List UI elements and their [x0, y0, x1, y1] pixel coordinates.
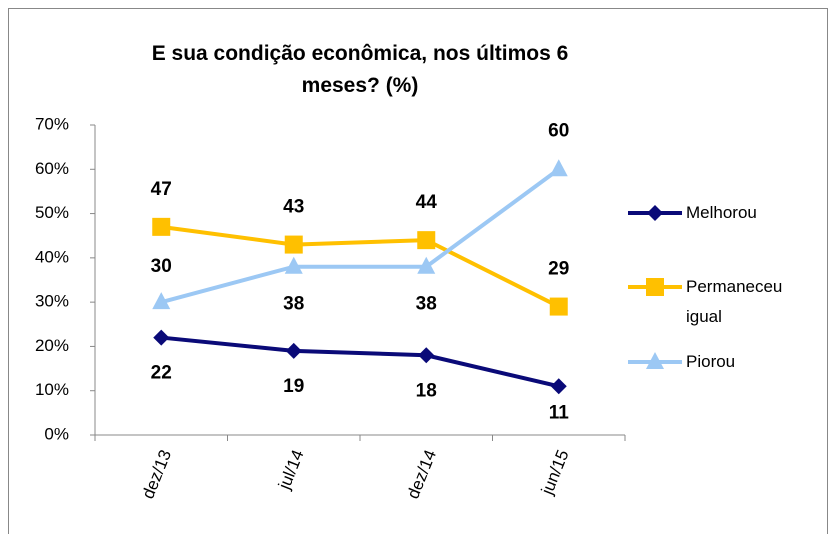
- series-line: [160, 224, 560, 309]
- x-tick-label: dez/13: [138, 447, 175, 501]
- marker: [284, 235, 303, 254]
- y-tick-label: 70%: [35, 114, 69, 133]
- data-label: 38: [416, 294, 437, 315]
- data-label: 47: [151, 179, 172, 200]
- y-tick-label: 40%: [35, 247, 69, 266]
- data-label: 19: [283, 376, 304, 397]
- marker: [549, 159, 568, 177]
- marker: [646, 352, 664, 369]
- marker: [417, 231, 436, 250]
- data-label: 38: [283, 294, 304, 315]
- data-label: 60: [548, 120, 569, 141]
- y-tick-label: 20%: [35, 336, 69, 355]
- legend-label: Piorou: [686, 352, 736, 371]
- x-tick-label: jun/15: [537, 447, 572, 498]
- y-tick-label: 30%: [35, 292, 69, 311]
- y-tick-label: 60%: [35, 159, 69, 178]
- chart-frame: [8, 8, 828, 534]
- y-tick-label: 0%: [44, 424, 69, 443]
- data-label: 44: [416, 192, 438, 213]
- data-label: 22: [151, 363, 172, 384]
- data-label: 18: [416, 380, 437, 401]
- series-line: [160, 167, 560, 305]
- marker: [417, 256, 436, 274]
- marker: [152, 292, 171, 310]
- marker: [549, 297, 568, 316]
- marker: [550, 378, 567, 395]
- data-label: 29: [548, 259, 569, 280]
- marker: [285, 342, 302, 359]
- series-line: [161, 335, 560, 389]
- marker: [284, 256, 303, 274]
- chart-title: E sua condição econômica, nos últimos 6 …: [151, 42, 569, 97]
- data-label: 43: [283, 197, 304, 218]
- marker: [646, 278, 664, 296]
- data-label: 11: [549, 402, 570, 423]
- marker: [647, 205, 663, 221]
- y-tick-label: 50%: [35, 203, 69, 222]
- x-tick-label: jul/14: [274, 447, 307, 493]
- marker: [418, 347, 435, 364]
- x-tick-label: dez/14: [403, 447, 440, 501]
- y-tick-label: 10%: [35, 380, 69, 399]
- marker: [153, 329, 170, 346]
- legend-label: Permaneceu igual: [686, 277, 783, 326]
- legend-label: Melhorou: [686, 203, 757, 222]
- data-label: 30: [151, 256, 172, 277]
- marker: [152, 217, 171, 236]
